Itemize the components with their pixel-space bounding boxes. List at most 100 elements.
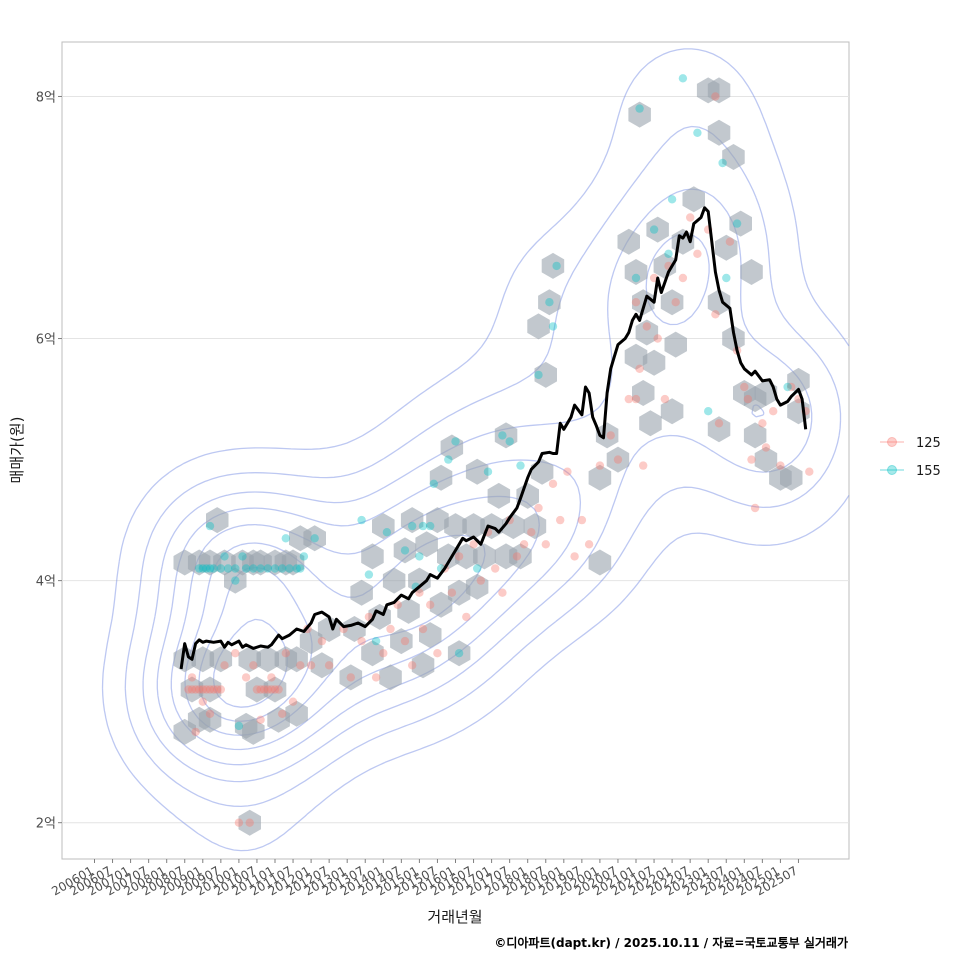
hex-bin bbox=[440, 434, 464, 461]
hex-bin bbox=[263, 676, 287, 703]
hex-bin bbox=[473, 543, 496, 570]
point-155 bbox=[292, 564, 301, 573]
point-155 bbox=[209, 564, 218, 573]
hex-bin bbox=[429, 464, 453, 491]
point-155 bbox=[498, 431, 507, 440]
point-125 bbox=[750, 503, 760, 513]
point-125 bbox=[281, 649, 290, 658]
hex-bin bbox=[660, 398, 684, 425]
hex-bin bbox=[234, 712, 258, 739]
point-155 bbox=[281, 534, 290, 543]
hex-bin bbox=[173, 646, 196, 673]
hex-bin bbox=[642, 349, 666, 376]
hex-bin bbox=[303, 525, 326, 552]
hex-bin bbox=[729, 210, 752, 237]
hex-bin bbox=[209, 646, 233, 673]
caption: ©디아파트(dapt.kr) / 2025.10.11 / 자료=국토교통부 실… bbox=[494, 935, 848, 950]
hex-bin bbox=[660, 289, 684, 316]
point-125 bbox=[642, 322, 651, 331]
hex-bin bbox=[213, 549, 236, 576]
point-125 bbox=[693, 249, 702, 258]
point-125 bbox=[205, 685, 215, 694]
point-125 bbox=[346, 673, 355, 682]
point-155 bbox=[415, 552, 424, 561]
point-125 bbox=[711, 92, 720, 101]
point-125 bbox=[548, 479, 558, 488]
point-155 bbox=[299, 552, 309, 561]
point-125 bbox=[653, 334, 662, 343]
hex-bin bbox=[339, 664, 363, 691]
point-125 bbox=[408, 661, 417, 670]
median-line-path bbox=[179, 206, 808, 670]
point-125 bbox=[386, 624, 395, 634]
point-125 bbox=[274, 685, 283, 694]
point-155 bbox=[451, 437, 460, 446]
hex-bin bbox=[299, 628, 323, 655]
point-125 bbox=[498, 588, 507, 597]
point-125 bbox=[711, 310, 720, 319]
point-125 bbox=[267, 685, 276, 694]
point-155 bbox=[635, 104, 644, 113]
point-155 bbox=[223, 564, 233, 573]
hex-bin bbox=[780, 464, 803, 491]
point-155 bbox=[722, 273, 731, 283]
hex-bin bbox=[740, 259, 763, 285]
point-155 bbox=[263, 564, 272, 573]
point-125 bbox=[415, 588, 424, 597]
hex-bin bbox=[173, 718, 196, 745]
point-155 bbox=[732, 219, 742, 228]
hex-bin bbox=[707, 119, 731, 146]
hex-bin bbox=[372, 513, 395, 540]
hex-bin bbox=[707, 77, 731, 104]
legend-label-155: 155 bbox=[916, 464, 941, 479]
hex-bin bbox=[588, 464, 612, 491]
hex-bin bbox=[191, 646, 215, 673]
point-155 bbox=[205, 564, 215, 573]
point-125 bbox=[306, 661, 316, 670]
point-125 bbox=[776, 461, 785, 470]
hex-bins bbox=[173, 77, 810, 836]
legend-item-155: 155 bbox=[880, 464, 941, 479]
x-axis-title: 거래년월 bbox=[427, 908, 482, 926]
hex-bin bbox=[238, 809, 261, 836]
point-155 bbox=[220, 552, 229, 561]
legend-label-125: 125 bbox=[916, 436, 941, 451]
hex-bin bbox=[206, 507, 229, 534]
point-125 bbox=[660, 394, 670, 404]
hex-bin bbox=[722, 144, 745, 170]
point-155 bbox=[231, 576, 240, 585]
point-125 bbox=[241, 673, 251, 682]
legend: 125 155 bbox=[880, 436, 941, 479]
hex-bin bbox=[632, 380, 655, 406]
point-125 bbox=[209, 685, 218, 694]
point-125 bbox=[454, 552, 464, 561]
hex-bin bbox=[632, 289, 655, 316]
legend-item-125: 125 bbox=[880, 436, 941, 451]
point-155 bbox=[296, 564, 305, 573]
point-125 bbox=[220, 661, 229, 670]
point-155 bbox=[664, 249, 673, 258]
point-125 bbox=[491, 564, 500, 573]
hex-bin bbox=[682, 186, 705, 213]
point-125 bbox=[584, 540, 594, 549]
hex-bin bbox=[635, 319, 659, 346]
point-125 bbox=[418, 624, 428, 634]
hex-bin bbox=[198, 676, 222, 703]
point-125 bbox=[631, 298, 641, 307]
point-125 bbox=[379, 649, 388, 658]
hex-bin bbox=[361, 543, 384, 570]
point-155 bbox=[426, 521, 435, 531]
point-125 bbox=[256, 685, 265, 694]
hex-bin bbox=[444, 513, 467, 540]
point-125 bbox=[686, 213, 695, 222]
density-contour bbox=[101, 48, 850, 852]
point-125 bbox=[198, 697, 207, 706]
point-125 bbox=[202, 685, 211, 694]
point-155 bbox=[382, 528, 392, 537]
point-125 bbox=[371, 673, 381, 682]
point-155 bbox=[704, 407, 713, 416]
point-155 bbox=[216, 564, 225, 573]
point-155 bbox=[649, 225, 659, 234]
median-line bbox=[179, 206, 808, 670]
point-155 bbox=[418, 521, 428, 531]
